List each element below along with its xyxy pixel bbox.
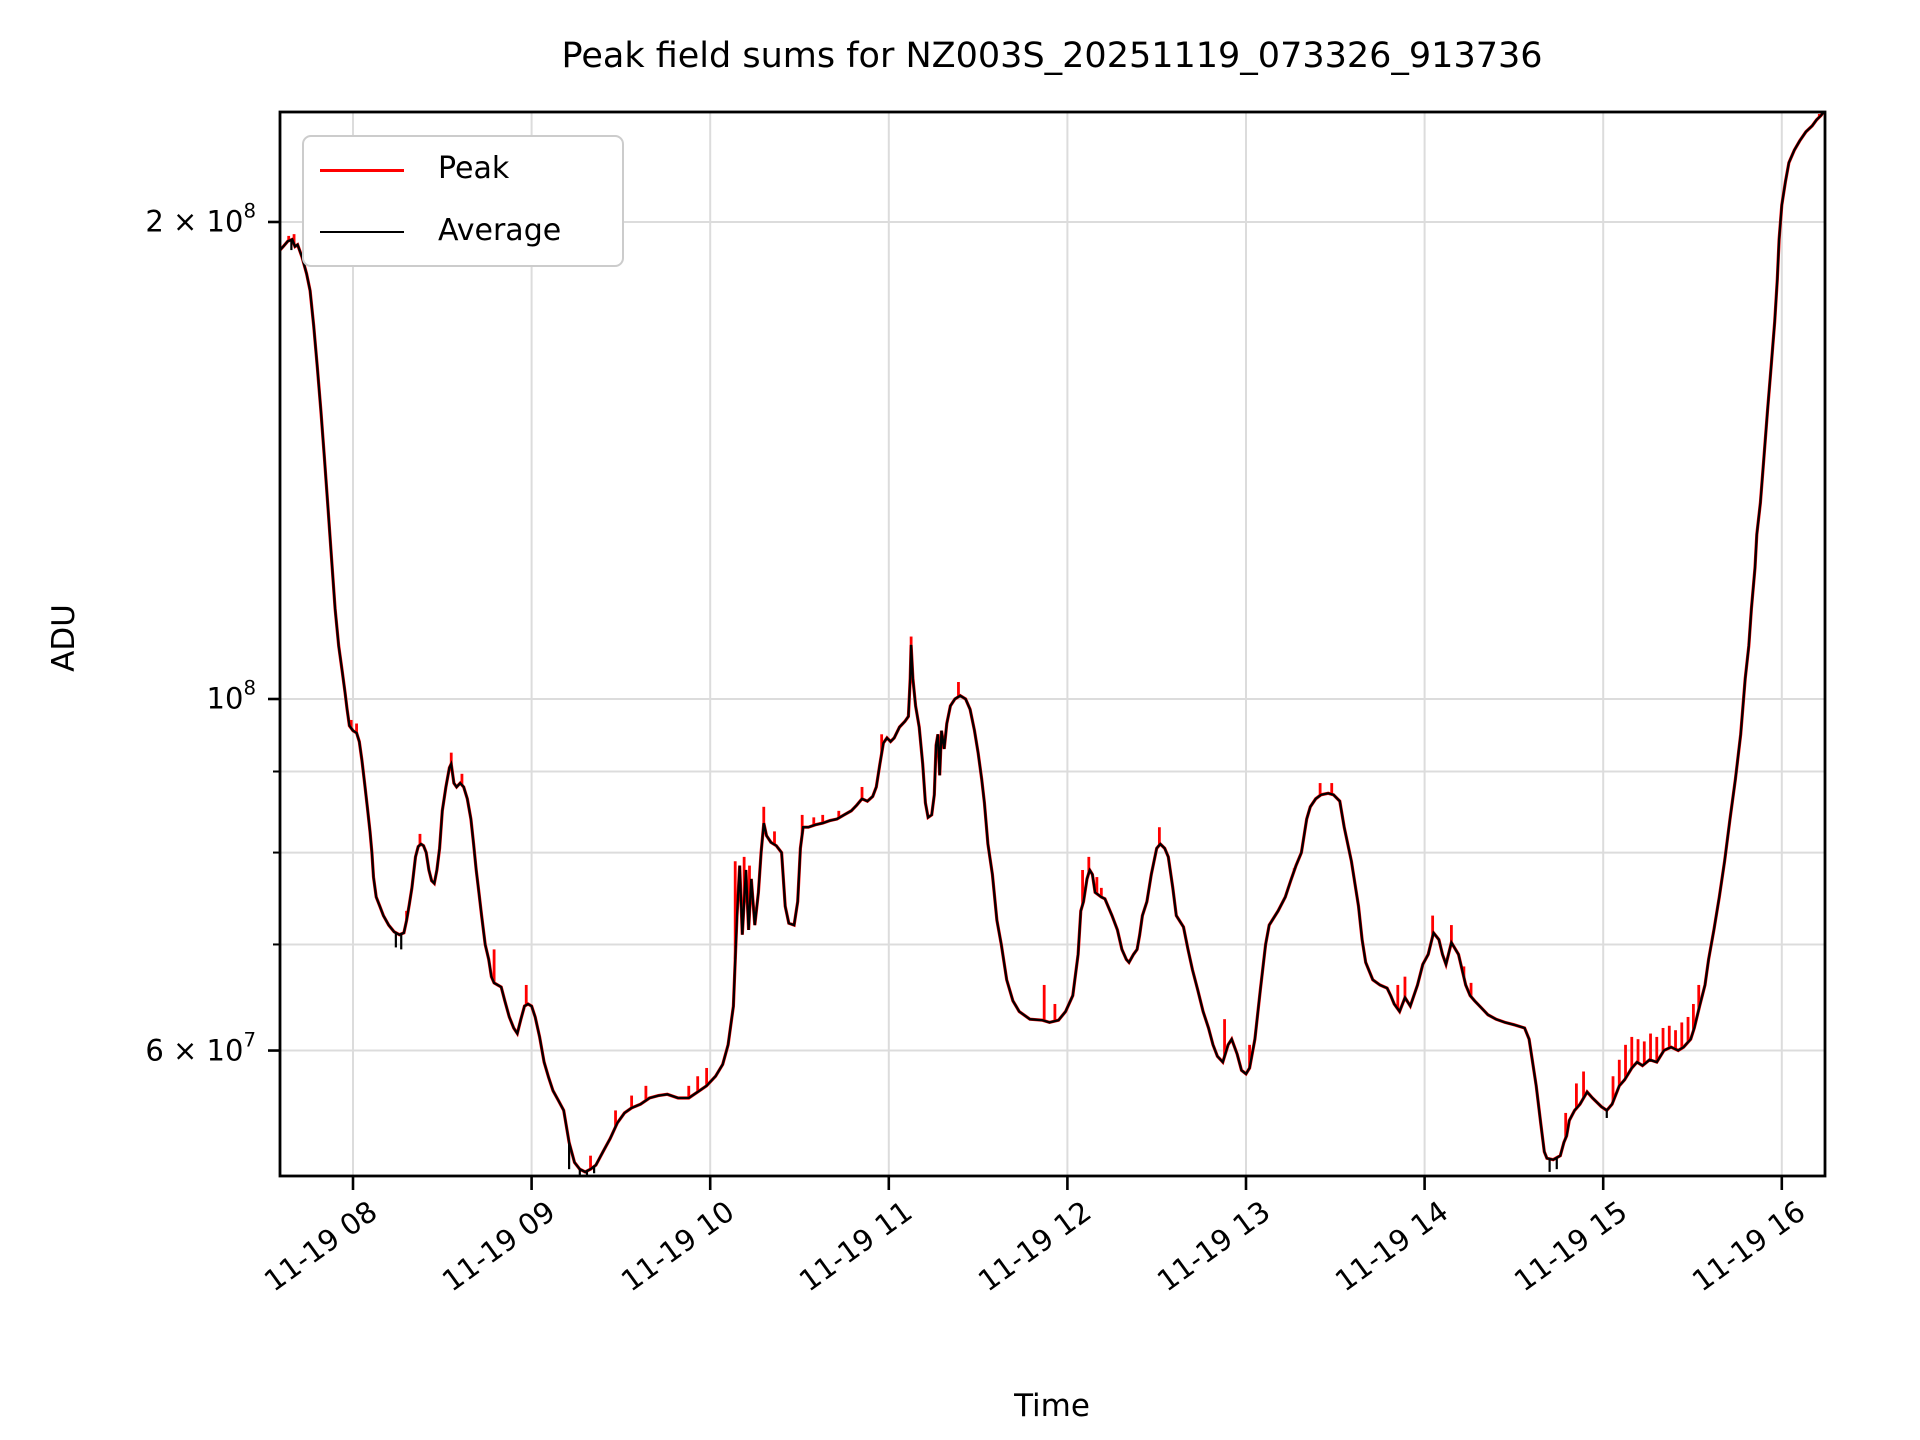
legend: Peak Average <box>302 135 624 267</box>
grid-lines <box>280 112 1825 1176</box>
y-tick-label: 2 × 108 <box>145 199 256 239</box>
data-series <box>280 112 1825 1176</box>
average-line-sample <box>320 231 404 233</box>
axes-spines <box>278 110 1827 1178</box>
y-tick-label: 108 <box>206 676 256 716</box>
average-series-line <box>280 112 1825 1174</box>
peak-line-sample <box>320 169 404 172</box>
tick-marks <box>268 220 1784 1190</box>
y-axis-label: ADU <box>46 604 82 672</box>
y-tick-label: 6 × 107 <box>145 1028 256 1067</box>
legend-label-average: Average <box>438 213 562 249</box>
peak-spikes <box>287 113 1821 1170</box>
peak-series-line <box>280 112 1825 1174</box>
x-axis-label: Time <box>1014 1388 1090 1424</box>
chart-title: Peak field sums for NZ003S_20251119_0733… <box>561 36 1543 76</box>
average-noise-dips <box>290 239 1608 1176</box>
legend-label-peak: Peak <box>438 151 510 187</box>
